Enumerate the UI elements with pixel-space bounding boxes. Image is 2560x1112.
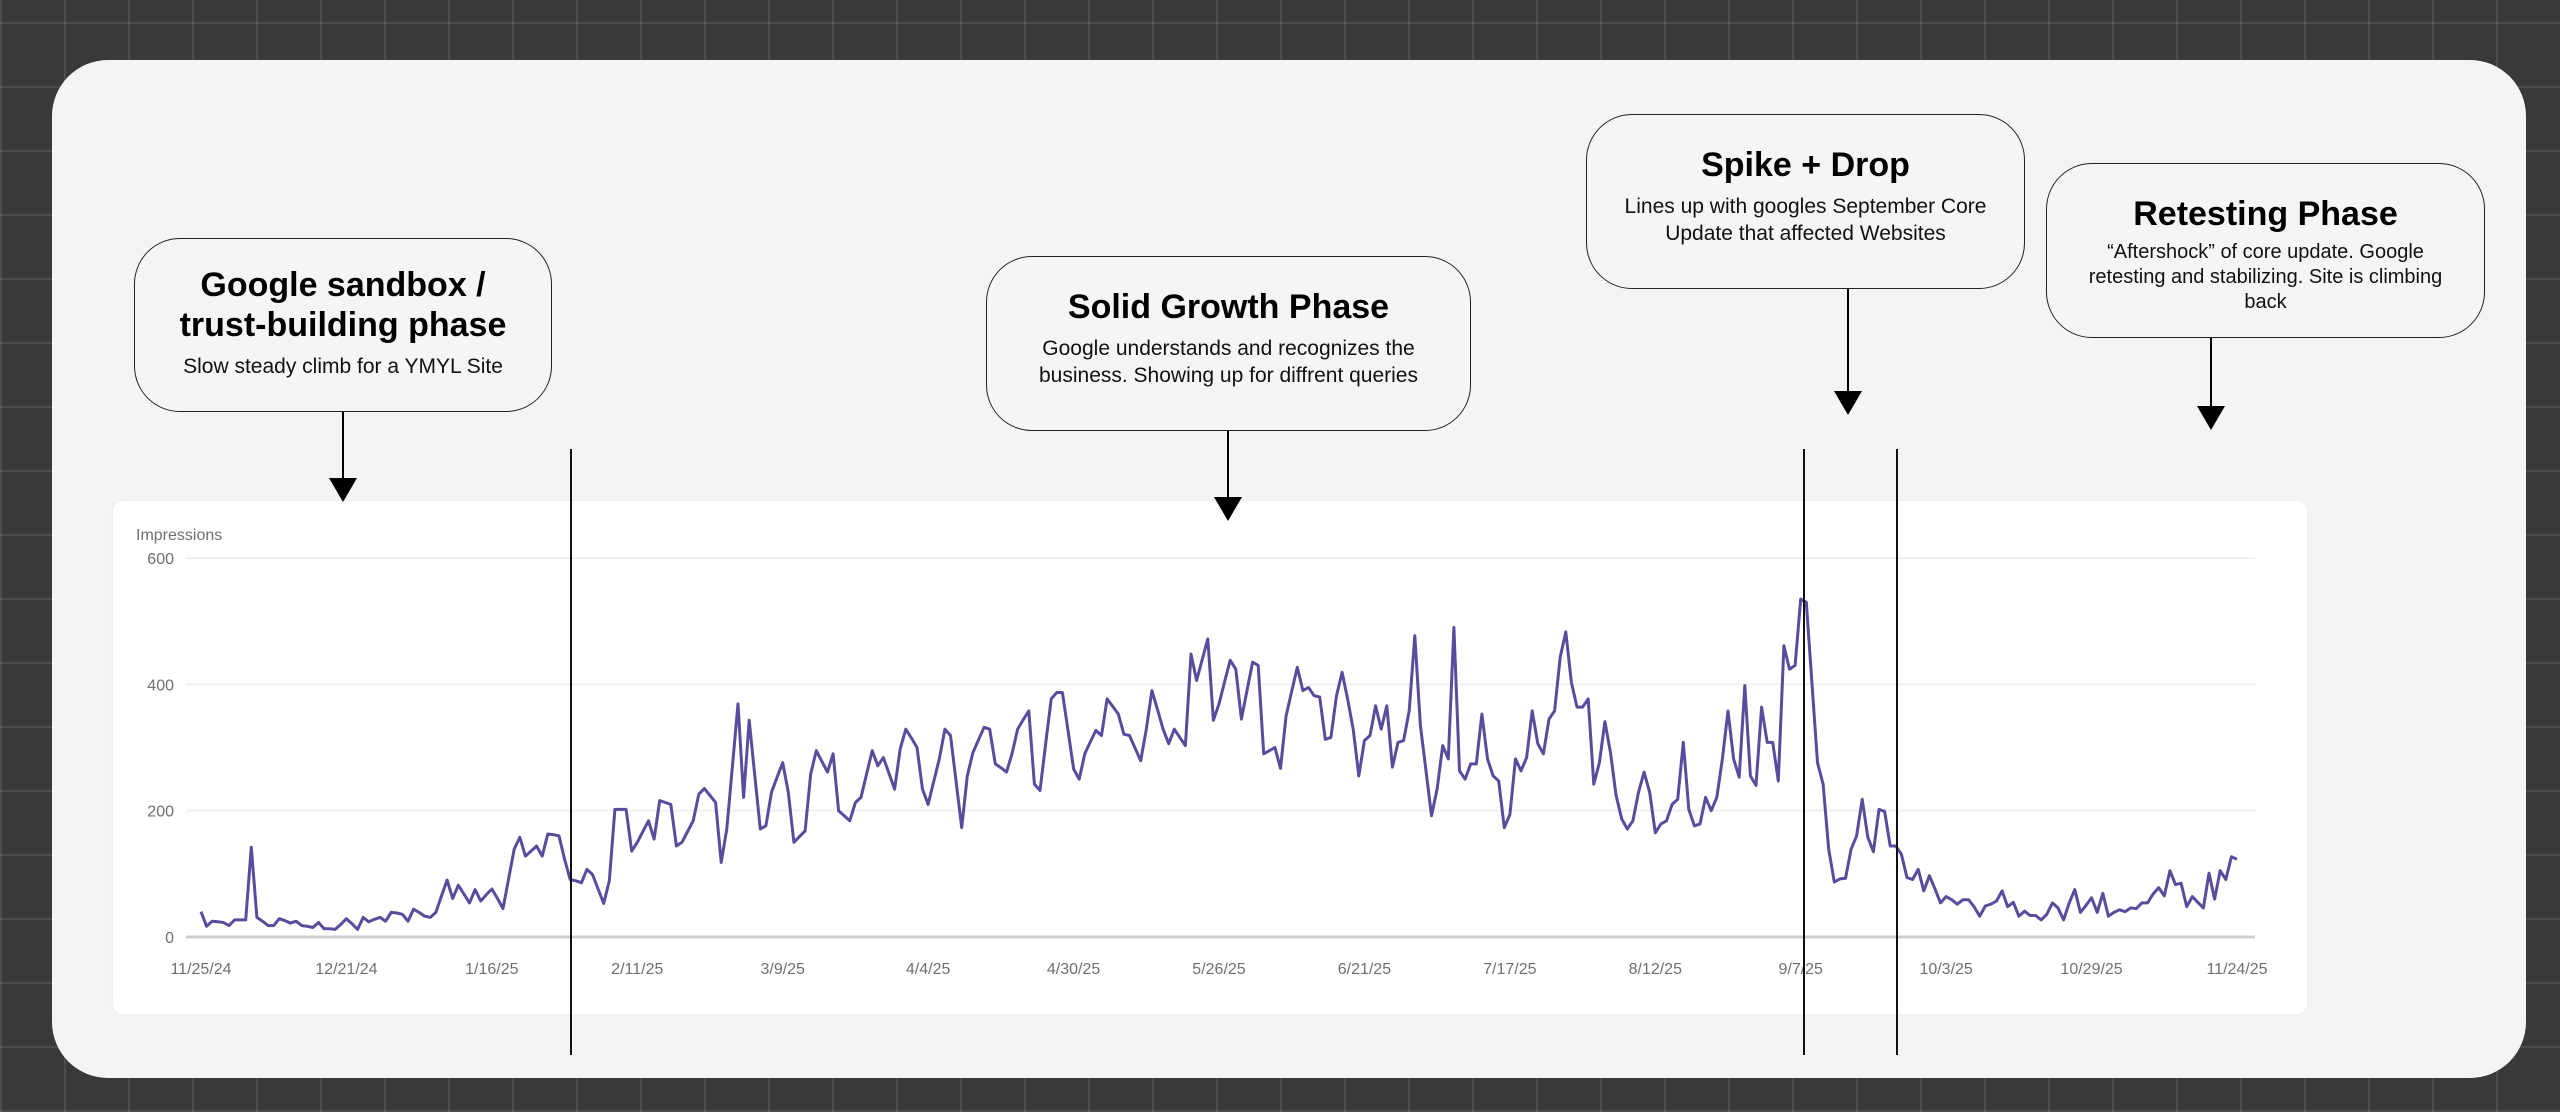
arrow-down-icon [329, 412, 357, 502]
y-axis-label: Impressions [136, 527, 222, 544]
y-tick-label: 600 [147, 551, 174, 568]
x-tick-label: 11/25/24 [170, 961, 231, 978]
x-tick-label: 10/3/25 [1919, 961, 1972, 978]
x-tick-label: 12/21/24 [315, 961, 377, 978]
y-tick-label: 400 [147, 677, 174, 694]
y-tick-label: 200 [147, 804, 174, 821]
chart-panel [113, 501, 2307, 1014]
series-line-impressions [199, 597, 2238, 931]
phase-divider-line [1896, 449, 1898, 1055]
x-tick-label: 11/24/25 [2206, 961, 2267, 978]
annotation-text: Google understands and recognizes the bu… [1038, 337, 1418, 387]
annotation-sandbox-phase: Google sandbox / trust-building phase Slo… [134, 238, 552, 412]
x-tick-label: 7/17/25 [1483, 961, 1536, 978]
arrow-down-icon [2197, 338, 2225, 430]
annotation-title-line: Google sandbox / [200, 266, 486, 304]
x-tick-label: 9/7/25 [1778, 961, 1823, 978]
annotation-text: Lines up with googles September Core Upd… [1624, 195, 1987, 245]
annotation-spike-drop: Spike + Drop Lines up with googles Septe… [1586, 114, 2025, 289]
arrow-down-icon [1214, 431, 1242, 521]
phase-divider-line [1803, 449, 1805, 1055]
phase-divider-line [570, 449, 572, 1055]
annotation-title-line: trust-building phase [179, 306, 507, 344]
x-tick-label: 8/12/25 [1629, 961, 1682, 978]
annotation-retesting-phase: Retesting Phase “Aftershock” of core upd… [2046, 163, 2485, 338]
x-tick-label: 1/16/25 [465, 961, 518, 978]
x-tick-label: 6/21/25 [1338, 961, 1391, 978]
annotation-text: “Aftershock” of core update. Google rete… [2088, 241, 2443, 313]
x-tick-label: 4/4/25 [906, 961, 951, 978]
annotation-growth-phase: Solid Growth Phase Google understands an… [986, 256, 1471, 431]
annotation-text: Slow steady climb for a YMYL Site [183, 355, 503, 378]
annotation-title: Google sandbox / trust-building phase [155, 265, 531, 345]
x-tick-label: 2/11/25 [611, 961, 663, 978]
y-tick-label: 0 [165, 930, 174, 947]
x-tick-label: 3/9/25 [760, 961, 805, 978]
annotation-title: Retesting Phase [2133, 195, 2398, 233]
x-tick-label: 5/26/25 [1192, 961, 1245, 978]
x-tick-label: 10/29/25 [2060, 961, 2122, 978]
annotation-title: Spike + Drop [1701, 146, 1910, 184]
arrow-down-icon [1834, 289, 1862, 415]
x-tick-label: 4/30/25 [1047, 961, 1100, 978]
annotation-title: Solid Growth Phase [1067, 288, 1390, 326]
